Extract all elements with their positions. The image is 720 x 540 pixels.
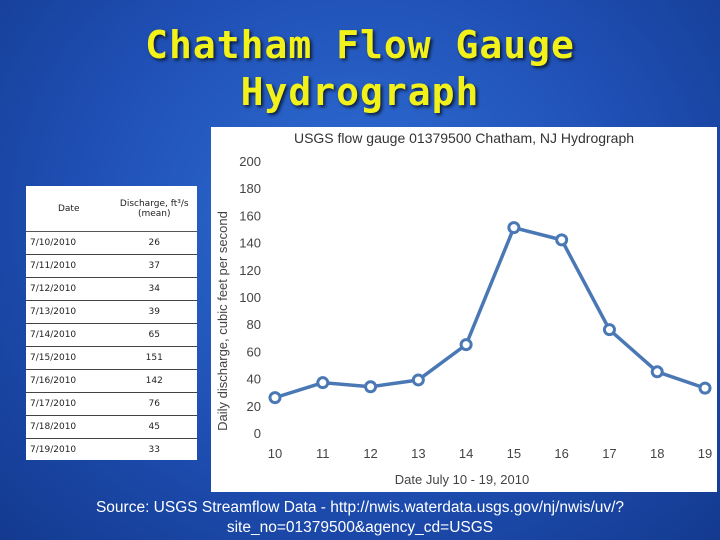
discharge-table: Date Discharge, ft³/s (mean) 7/10/2010 26… bbox=[26, 186, 197, 461]
row-value: 76 bbox=[111, 392, 197, 416]
y-tick-label: 80 bbox=[247, 317, 261, 332]
table-row: 7/11/2010 37 bbox=[26, 254, 197, 278]
y-tick-label: 180 bbox=[239, 181, 261, 196]
y-tick-label: 200 bbox=[239, 154, 261, 169]
row-date: 7/10/2010 bbox=[26, 231, 112, 255]
y-tick-label: 140 bbox=[239, 236, 261, 251]
x-tick-label: 14 bbox=[459, 446, 473, 461]
data-point bbox=[650, 365, 664, 379]
row-date: 7/11/2010 bbox=[26, 254, 112, 278]
row-value: 34 bbox=[111, 277, 197, 301]
x-axis-label: Date July 10 - 19, 2010 bbox=[395, 472, 529, 487]
row-value: 151 bbox=[111, 346, 197, 370]
source-line2: site_no=01379500&agency_cd=USGS bbox=[226, 519, 494, 536]
x-tick-label: 17 bbox=[602, 446, 616, 461]
header-discharge-line2: (mean) bbox=[137, 208, 171, 219]
row-date: 7/15/2010 bbox=[26, 346, 112, 370]
slide-title-line1: Chatham Flow Gauge bbox=[145, 23, 575, 67]
data-point bbox=[364, 380, 378, 394]
table-row: 7/17/2010 76 bbox=[26, 392, 197, 416]
table-row: 7/16/2010 142 bbox=[26, 369, 197, 393]
data-point bbox=[459, 338, 473, 352]
row-date: 7/13/2010 bbox=[26, 300, 112, 324]
table-row: 7/15/2010 151 bbox=[26, 346, 197, 370]
header-date-label: Date bbox=[57, 203, 80, 214]
data-point bbox=[316, 376, 330, 390]
table-row: 7/12/2010 34 bbox=[26, 277, 197, 301]
source-line1: Source: USGS Streamflow Data - http://nw… bbox=[95, 499, 625, 516]
y-tick-label: 0 bbox=[254, 426, 261, 441]
table-row: 7/10/2010 26 bbox=[26, 231, 197, 255]
x-tick-label: 10 bbox=[268, 446, 282, 461]
row-date: 7/12/2010 bbox=[26, 277, 112, 301]
header-discharge-line1: Discharge, ft³/s bbox=[119, 198, 189, 209]
table-header-row: Date Discharge, ft³/s (mean) bbox=[26, 186, 197, 232]
table-row: 7/13/2010 39 bbox=[26, 300, 197, 324]
hydrograph-chart: 0 20 40 60 80 100 120 140 160 180 200 10 11 12 13 14 15 1… bbox=[215, 154, 712, 487]
table-row: 7/14/2010 65 bbox=[26, 323, 197, 347]
row-value: 37 bbox=[111, 254, 197, 278]
row-date: 7/18/2010 bbox=[26, 415, 112, 439]
discharge-series-line bbox=[274, 225, 706, 400]
row-value: 142 bbox=[111, 369, 197, 393]
source-citation: Source: USGS Streamflow Data - http://nw… bbox=[0, 498, 720, 538]
data-point bbox=[411, 373, 425, 387]
slide-title-line2: Hydrograph bbox=[240, 70, 480, 114]
data-point bbox=[602, 323, 616, 337]
data-point bbox=[507, 221, 521, 235]
row-value: 65 bbox=[111, 323, 197, 347]
x-tick-label: 16 bbox=[554, 446, 568, 461]
y-tick-label: 160 bbox=[239, 208, 261, 223]
chart-panel: USGS flow gauge 01379500 Chatham, NJ Hyd… bbox=[211, 127, 717, 492]
chart-title: USGS flow gauge 01379500 Chatham, NJ Hyd… bbox=[293, 130, 635, 146]
y-tick-label: 120 bbox=[239, 263, 261, 278]
header-discharge: Discharge, ft³/s (mean) bbox=[111, 186, 197, 232]
row-date: 7/19/2010 bbox=[26, 438, 112, 461]
row-date: 7/14/2010 bbox=[26, 323, 112, 347]
row-value: 39 bbox=[111, 300, 197, 324]
data-point bbox=[268, 391, 282, 405]
discharge-table-panel: Date Discharge, ft³/s (mean) 7/10/2010 26… bbox=[26, 186, 197, 461]
y-tick-label: 60 bbox=[247, 344, 261, 359]
x-tick-label: 12 bbox=[363, 446, 377, 461]
table-row: 7/18/2010 45 bbox=[26, 415, 197, 439]
y-tick-label: 100 bbox=[239, 290, 261, 305]
table-row: 7/19/2010 33 bbox=[26, 438, 197, 461]
y-axis-label: Daily discharge, cubic feet per second bbox=[215, 211, 230, 431]
row-date: 7/17/2010 bbox=[26, 392, 112, 416]
data-point bbox=[698, 381, 712, 395]
x-tick-label: 15 bbox=[507, 446, 521, 461]
row-value: 33 bbox=[111, 438, 197, 461]
row-value: 26 bbox=[111, 231, 197, 255]
header-date: Date bbox=[26, 186, 112, 232]
row-value: 45 bbox=[111, 415, 197, 439]
row-date: 7/16/2010 bbox=[26, 369, 112, 393]
x-tick-label: 18 bbox=[650, 446, 664, 461]
x-tick-label: 11 bbox=[316, 446, 330, 461]
x-tick-label: 13 bbox=[411, 446, 425, 461]
x-tick-label: 19 bbox=[698, 446, 712, 461]
slide-title: Chatham Flow Gauge Hydrograph bbox=[0, 22, 720, 116]
y-tick-label: 40 bbox=[247, 372, 261, 387]
data-point bbox=[555, 233, 569, 247]
y-tick-label: 20 bbox=[247, 399, 261, 414]
